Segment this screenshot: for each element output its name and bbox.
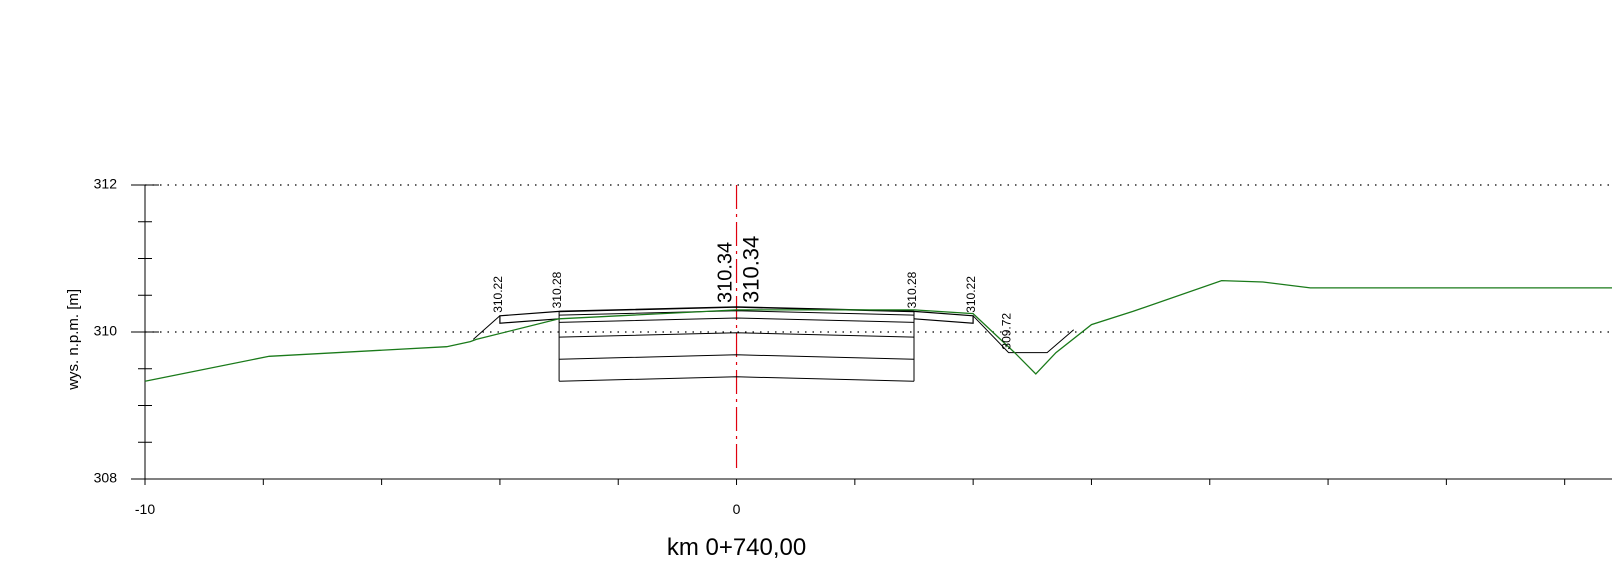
y-axis-label: wys. n.p.m. [m]: [65, 289, 82, 391]
elevation-label: 309.72: [1000, 313, 1014, 350]
shoulder-line: [913, 310, 974, 324]
y-tick-label-312: 312: [94, 176, 118, 192]
design-layer-line: [559, 354, 915, 360]
ticks-layer: [131, 184, 1566, 485]
section-title: km 0+740,00: [667, 534, 806, 561]
elevation-label: 310.28: [550, 271, 564, 308]
x-tick-labels: -10 0: [135, 501, 741, 517]
y-tick-labels: 308 310 312: [94, 176, 118, 486]
x-tick-label-neg10: -10: [135, 501, 155, 517]
design-axis-elevation: 310.34: [739, 236, 764, 303]
axes-layer: [144, 185, 1612, 480]
design-layer-line: [559, 376, 915, 382]
terrain-line: [144, 279, 1612, 382]
terrain-axis-elevation: 310.34: [715, 242, 737, 303]
slope-line: [472, 315, 501, 340]
elevation-label: 310.22: [964, 276, 978, 313]
elevation-point-labels: 310.22 310.28 310.28 310.22 309.72: [491, 271, 1014, 349]
elevation-label: 310.22: [491, 276, 505, 313]
elevation-label: 310.28: [905, 271, 919, 308]
design-layer-line: [559, 317, 915, 323]
y-tick-label-308: 308: [94, 470, 118, 486]
grid-layer: [145, 184, 1612, 333]
x-tick-label-0: 0: [733, 501, 741, 517]
design-layer-line: [559, 310, 915, 316]
slope-line: [972, 315, 1075, 354]
y-tick-label-310: 310: [94, 323, 118, 339]
design-layer-line: [559, 332, 915, 338]
shoulder-line: [499, 310, 560, 324]
